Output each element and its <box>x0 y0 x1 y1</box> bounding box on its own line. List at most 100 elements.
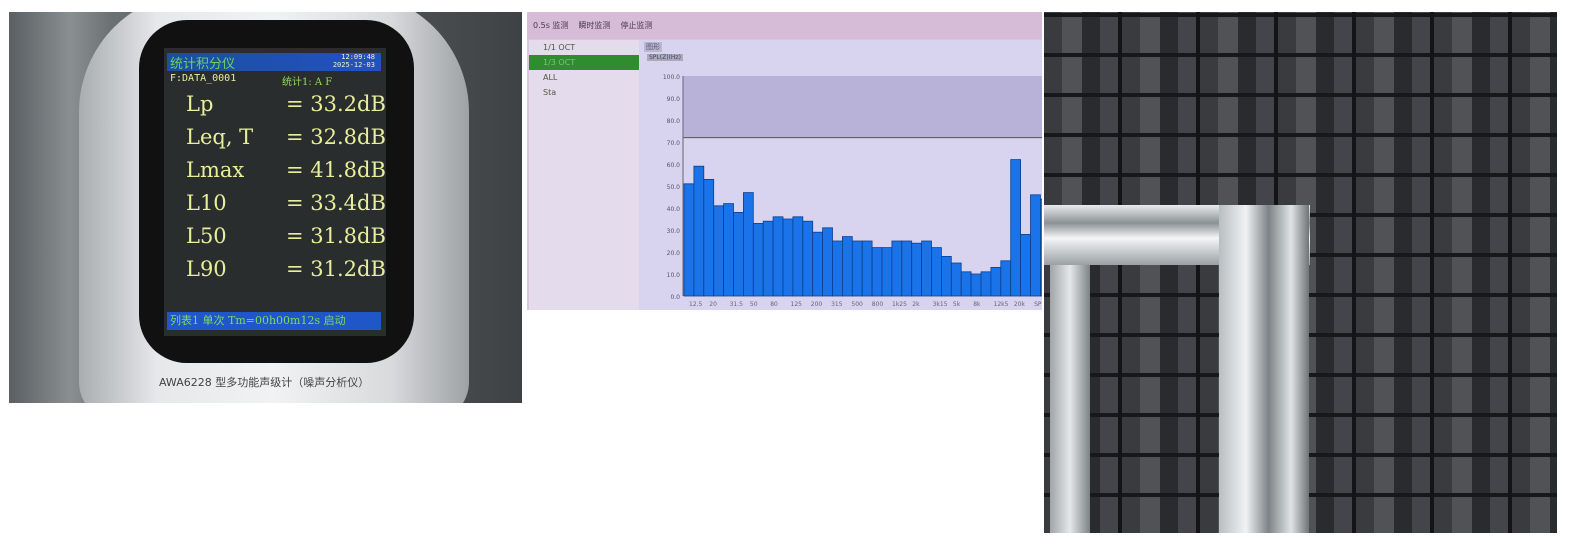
spectrum-bar <box>1010 159 1022 297</box>
y-tick-label: 0.0 <box>670 294 680 301</box>
y-tick-label: 50.0 <box>667 184 681 191</box>
spectrum-bar <box>822 227 833 297</box>
spectrum-bar <box>911 242 923 297</box>
spectrum-bar <box>693 165 705 297</box>
x-tick-label: 80 <box>770 301 778 308</box>
spectrum-bar <box>1030 194 1041 297</box>
spectrum-bar <box>881 247 893 297</box>
spectrum-bar <box>683 183 695 297</box>
x-tick-label: 20k <box>1014 301 1026 308</box>
meter-screen: 统计积分仪 12:09:48 2025-12-03 F:DATA_0001 统计1… <box>164 48 386 336</box>
spectrum-bar <box>733 211 744 297</box>
y-tick-label: 10.0 <box>667 272 681 279</box>
tree-panel: 1/1 OCT 1/3 OCT ALL Sta <box>529 40 639 310</box>
spectrum-bar <box>713 205 724 297</box>
metal-frame-post <box>1219 205 1309 533</box>
spectrum-chart: 0.0 10.0 20.0 30.0 40.0 50.0 60.0 70.0 80.0 90.0 1… <box>663 74 1042 308</box>
tree-item-1-3-oct[interactable]: 1/3 OCT <box>529 55 639 70</box>
date: 2025-12-03 <box>332 61 375 69</box>
monitor-05s-button[interactable]: 0.5s 监测 <box>533 21 569 30</box>
spectrum-bar <box>851 240 863 297</box>
metal-frame-left-post <box>1050 265 1090 533</box>
mode-title: 统计积分仪 <box>170 57 236 72</box>
tree-item-sta[interactable]: Sta <box>543 88 557 97</box>
spectrum-bar <box>940 255 952 297</box>
reading-value: = 33.2dB <box>286 92 386 116</box>
reading-name: Lp <box>186 92 214 116</box>
x-tick-label: 200 <box>811 301 823 308</box>
spectrum-bar <box>970 273 982 297</box>
reading-value: = 32.8dB <box>286 125 386 149</box>
stat-mode: 统计1: A F <box>282 77 333 88</box>
model-label: AWA6228 型多功能声级计（噪声分析仪） <box>159 376 370 389</box>
reading-row: L10 = 33.4dB <box>186 191 386 215</box>
x-tick-label: 20 <box>709 301 717 308</box>
reading-row: Lp = 33.2dB <box>186 92 386 116</box>
spectrum-bar <box>841 236 853 297</box>
reading-row: L90 = 31.2dB <box>186 257 386 281</box>
x-tick-label: SPL(Z) <box>1034 301 1042 308</box>
reading-value: = 31.8dB <box>286 224 386 248</box>
x-tick-label: 3k15 <box>933 301 948 308</box>
reading-value: = 41.8dB <box>286 158 386 182</box>
legend: SPL(Z)(Hz) <box>647 54 683 61</box>
y-tick-label: 90.0 <box>667 96 681 103</box>
x-tick-label: 500 <box>851 301 863 308</box>
spectrum-bar <box>960 271 972 297</box>
chart-panel: 图形 SPL(Z)(Hz) 0.0 10.0 20.0 30.0 40.0 50.0 60.… <box>639 40 1042 310</box>
spectrum-bar <box>931 247 942 297</box>
y-tick-label: 70.0 <box>667 140 681 147</box>
spectrum-bar <box>723 203 734 297</box>
reading-row: L50 = 31.8dB <box>186 224 386 248</box>
x-tick-label: 5k <box>953 301 961 308</box>
screen-header: 统计积分仪 12:09:48 2025-12-03 <box>167 53 381 72</box>
upper-region <box>683 76 1042 138</box>
y-tick-label: 20.0 <box>667 250 681 257</box>
tree-item-all[interactable]: ALL <box>543 73 558 82</box>
spectrum-bar <box>901 240 913 297</box>
reading-name: L10 <box>186 191 227 215</box>
spectrum-bar <box>792 216 804 297</box>
file-name: F:DATA_0001 <box>170 73 237 84</box>
x-tick-label: 12k5 <box>994 301 1009 308</box>
analyzer-software-photo: 0.5s 监测 瞬时监测 停止监测 1/1 OCT 1/3 OCT ALL St… <box>527 12 1042 310</box>
x-tick-label: 12.5 <box>689 301 703 308</box>
x-tick-label: 31.5 <box>730 301 744 308</box>
reading-name: Leq, T <box>186 125 254 149</box>
x-tick-label: 1k25 <box>892 301 907 308</box>
spectrum-bar <box>762 220 774 297</box>
reading-row: Leq, T = 32.8dB <box>186 125 386 149</box>
reading-value: = 33.4dB <box>286 191 386 215</box>
y-tick-label: 40.0 <box>667 206 681 213</box>
spectrum-bar <box>990 266 1002 297</box>
tree-item-1-1-oct[interactable]: 1/1 OCT <box>543 43 576 52</box>
spectrum-bar <box>832 240 843 297</box>
y-tick-label: 100.0 <box>663 74 680 81</box>
reading-row: Lmax = 41.8dB <box>186 158 386 182</box>
tab-graph[interactable]: 图形 <box>644 42 662 52</box>
x-tick-label: 315 <box>831 301 843 308</box>
x-tick-label: 125 <box>791 301 803 308</box>
spectrum-bar <box>703 178 715 297</box>
reading-name: L90 <box>186 257 227 281</box>
spectrum-bar <box>782 218 794 297</box>
spectrum-bar <box>1039 198 1042 297</box>
reading-name: L50 <box>186 224 227 248</box>
spectrum-bar <box>743 192 754 297</box>
spectrum-bar <box>802 220 814 297</box>
y-tick-label: 30.0 <box>667 228 681 235</box>
x-tick-label: 8k <box>973 301 981 308</box>
reading-name: Lmax <box>186 158 245 182</box>
clock: 12:09:48 <box>341 53 375 61</box>
y-tick-label: 80.0 <box>667 118 681 125</box>
stop-monitor-button[interactable]: 停止监测 <box>620 21 653 30</box>
spectrum-bar <box>871 247 883 297</box>
spectrum-bar <box>950 262 962 297</box>
spectrum-bar <box>772 216 784 297</box>
x-tick-label: 2k <box>912 301 920 308</box>
toolbar: 0.5s 监测 瞬时监测 停止监测 <box>527 12 1042 39</box>
status-bar: 列表1 单次 Tm=00h00m12s 启动 <box>167 312 381 330</box>
instant-monitor-button[interactable]: 瞬时监测 <box>578 21 611 30</box>
spectrum-bar <box>980 271 992 297</box>
anechoic-chamber-photo <box>1044 12 1557 533</box>
